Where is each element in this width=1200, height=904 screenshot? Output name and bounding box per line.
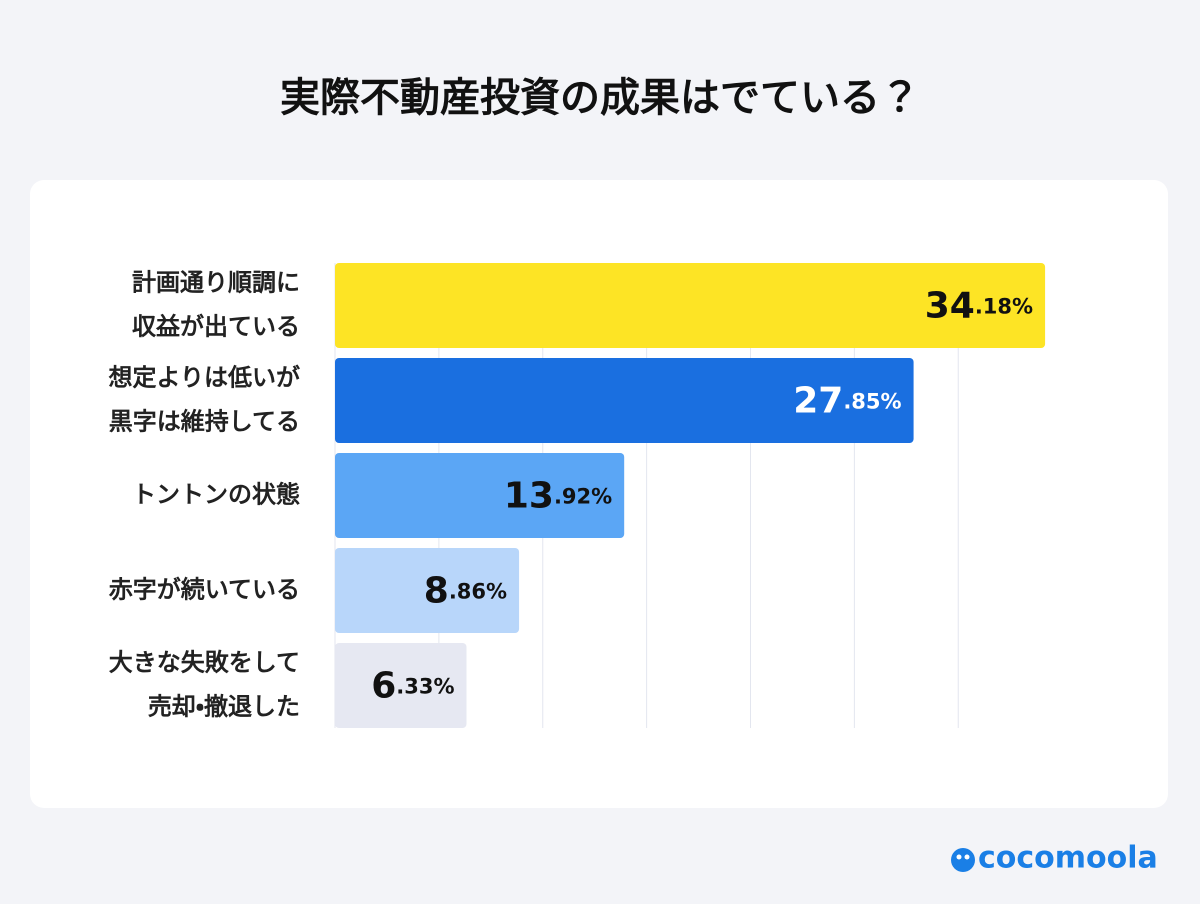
category-label: 大きな失敗をして [109,649,300,677]
bar [335,453,625,538]
value-label: 6.33% [371,666,454,707]
bar [335,263,1046,348]
category-label: 計画通り順調に [132,269,300,297]
value-label: 13.92% [504,476,612,517]
logo-eye [956,854,962,860]
bar [335,548,520,633]
category-label: トントンの状態 [132,481,300,509]
category-label: 収益が出ている [132,313,300,341]
logo-icon [951,848,975,872]
bar [335,643,467,728]
chart-title: 実際不動産投資の成果はでている？ [280,75,920,121]
logo-eye [964,854,970,860]
value-label: 27.85% [793,381,901,422]
category-label: 赤字が続いている [109,576,300,604]
brand-logo: cocomoola [951,841,1158,876]
bar [335,358,914,443]
value-label: 8.86% [424,571,507,612]
category-label: 想定よりは低いが [108,364,300,392]
brand: cocomoola [978,841,1158,876]
category-label: 黒字は維持してる [109,408,300,436]
value-label: 34.18% [925,286,1033,327]
category-label: 売却・撤退した [148,693,300,721]
